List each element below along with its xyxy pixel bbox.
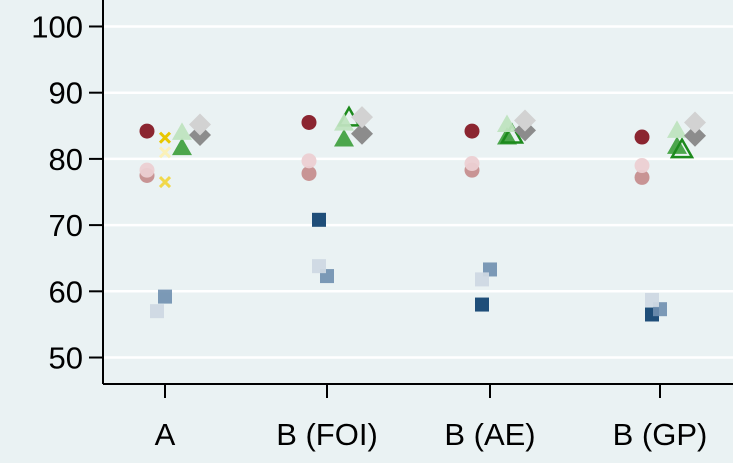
y-tick-label: 100 <box>31 9 83 44</box>
circle-point <box>464 123 480 139</box>
circle-point <box>139 162 155 178</box>
triangle-point <box>334 129 354 147</box>
triangle-point <box>667 120 687 138</box>
circle-point <box>301 114 317 130</box>
diamond-point <box>351 106 373 129</box>
x-tick-label: B (GP) <box>613 417 708 452</box>
cross-point <box>158 131 172 144</box>
square-point <box>475 297 489 312</box>
diamond-point <box>684 111 706 134</box>
circle-point <box>634 129 650 145</box>
triangle-point <box>172 122 192 140</box>
plot-area <box>103 0 733 384</box>
x-tick-label: B (AE) <box>444 417 535 452</box>
diamond-point <box>189 113 211 136</box>
y-tick-label: 90 <box>49 76 83 111</box>
y-tick-label: 80 <box>49 142 83 177</box>
cross-point <box>158 176 172 189</box>
x-tick-label: B (FOI) <box>276 417 378 452</box>
circle-point <box>139 123 155 139</box>
square-point <box>158 289 172 304</box>
circle-point <box>301 165 317 181</box>
diamond-point <box>351 122 373 145</box>
triangle-point <box>667 136 687 154</box>
square-point <box>150 304 164 319</box>
square-point <box>475 272 489 287</box>
triangle-outline-point <box>669 137 695 159</box>
circle-point <box>464 156 480 172</box>
y-tick-label: 70 <box>49 208 83 243</box>
square-point <box>312 212 326 227</box>
cross-point <box>158 146 172 159</box>
y-tick-label: 60 <box>49 274 83 309</box>
triangle-point <box>497 114 517 132</box>
circle-point <box>634 158 650 174</box>
square-point <box>645 292 659 307</box>
diamond-point <box>514 109 536 132</box>
diamond-point <box>684 124 706 147</box>
circle-point <box>634 169 650 185</box>
triangle-point <box>334 113 354 131</box>
y-tick-label: 50 <box>49 341 83 376</box>
x-tick-label: A <box>155 417 176 452</box>
triangle-point <box>172 137 192 156</box>
square-point <box>312 259 326 274</box>
circle-point <box>301 153 317 169</box>
triangle-outline-point <box>499 122 525 144</box>
